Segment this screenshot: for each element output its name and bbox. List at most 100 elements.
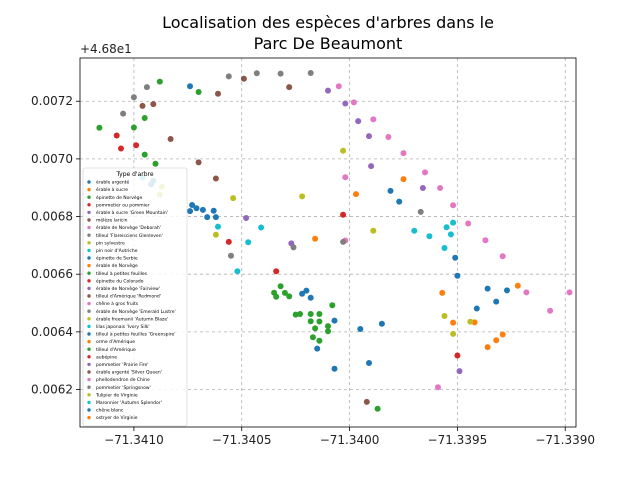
data-point <box>325 323 331 330</box>
data-point <box>325 87 331 94</box>
legend-marker <box>87 195 91 199</box>
data-point <box>307 294 314 301</box>
data-point <box>366 133 372 140</box>
legend-entry-label: érable à sucre <box>96 186 128 193</box>
legend-entry-label: pin sylvestre <box>96 240 125 246</box>
data-point <box>240 75 247 82</box>
data-point <box>316 311 323 317</box>
legend-marker <box>87 370 91 374</box>
data-point <box>482 237 489 244</box>
data-point <box>212 214 219 221</box>
legend-entry-label: érable de Norvège 'Deborah' <box>96 224 161 231</box>
data-point <box>378 320 385 327</box>
legend-entry-label: pommetier 'Springsnow' <box>96 385 151 391</box>
x-axis-ticks: −71.3410 −71.3405 −71.3400 −71.3395 −71.3390 <box>104 427 595 447</box>
data-point <box>400 150 407 157</box>
data-point <box>400 176 407 183</box>
data-point <box>493 337 500 344</box>
legend-entry-label: phellodendron de Chine <box>96 377 150 383</box>
legend-entry-label: érable de Norvège 'Emerald Lustre' <box>96 308 176 315</box>
data-point <box>215 223 221 230</box>
chart-title-line-2: Parc De Beaumont <box>254 34 403 53</box>
data-point <box>353 191 359 198</box>
data-point <box>396 198 403 205</box>
legend-marker <box>87 256 91 260</box>
data-point <box>307 70 314 76</box>
legend-entry-label: chêne blanc <box>96 407 124 414</box>
data-point <box>454 272 461 279</box>
legend-marker <box>87 324 91 329</box>
data-point <box>342 174 349 181</box>
data-point <box>499 331 506 338</box>
legend-entry-label: érable à sucre 'Green Mountain' <box>96 209 168 216</box>
legend-entry-label: chêne à gros fruits <box>96 300 139 307</box>
legend-marker <box>87 355 91 359</box>
data-point <box>204 214 211 221</box>
data-point <box>331 365 338 372</box>
data-point <box>493 298 500 305</box>
x-tick-label: −71.3410 <box>104 433 164 447</box>
data-point <box>357 326 364 332</box>
data-point <box>215 90 221 97</box>
data-point <box>439 289 446 296</box>
data-point <box>243 215 250 221</box>
data-point <box>316 318 323 325</box>
data-point <box>96 124 103 131</box>
legend-marker <box>87 332 91 336</box>
data-point <box>273 268 280 275</box>
data-point <box>340 211 347 218</box>
data-point <box>120 110 127 117</box>
y-axis-ticks: 0.0062 0.0064 0.0066 0.0068 0.0070 0.0072 <box>31 94 80 397</box>
legend-marker <box>87 187 91 192</box>
data-point <box>156 78 163 85</box>
data-point <box>374 405 381 412</box>
data-point <box>454 352 461 359</box>
data-point <box>130 94 137 101</box>
legend-marker <box>87 294 91 298</box>
legend-entry-label: épinette de Serbie <box>96 255 138 262</box>
data-point <box>411 227 418 234</box>
data-point <box>504 287 510 294</box>
data-point <box>253 70 260 77</box>
data-point <box>422 169 428 176</box>
data-point <box>230 195 237 202</box>
data-point <box>437 185 444 191</box>
y-tick-label: 0.0062 <box>31 383 73 397</box>
data-point <box>312 235 319 242</box>
data-point <box>210 207 217 214</box>
legend-marker <box>87 393 91 397</box>
data-point <box>325 328 331 335</box>
data-point <box>113 132 120 139</box>
data-point <box>245 239 252 246</box>
data-point <box>314 345 321 352</box>
legend-entry-label: aubépine <box>96 353 117 360</box>
legend-entry-label: érable de Norvège 'Fairview' <box>96 285 160 292</box>
data-point <box>225 238 232 245</box>
data-point <box>441 245 448 251</box>
legend-marker <box>87 415 91 420</box>
data-point <box>370 116 377 123</box>
legend-marker <box>87 263 91 268</box>
legend-title: Type d'arbre <box>115 171 153 178</box>
data-point <box>441 313 448 319</box>
data-point <box>523 289 530 296</box>
data-point <box>312 325 319 332</box>
data-point <box>417 208 424 215</box>
legend-marker <box>87 377 91 382</box>
data-point <box>370 227 377 234</box>
data-point <box>340 147 347 154</box>
data-point <box>340 238 347 245</box>
data-point <box>385 134 392 140</box>
data-point <box>307 311 314 317</box>
x-tick-label: −71.3395 <box>428 433 488 447</box>
legend-entry-label: tilleul 'Flareisciens Glenleven' <box>96 233 163 239</box>
data-point <box>141 151 148 158</box>
data-point <box>450 219 457 226</box>
legend-marker <box>87 309 91 313</box>
legend-marker <box>87 301 91 306</box>
data-point <box>303 287 310 294</box>
data-point <box>130 124 137 131</box>
data-point <box>234 268 241 275</box>
data-point <box>447 231 454 238</box>
